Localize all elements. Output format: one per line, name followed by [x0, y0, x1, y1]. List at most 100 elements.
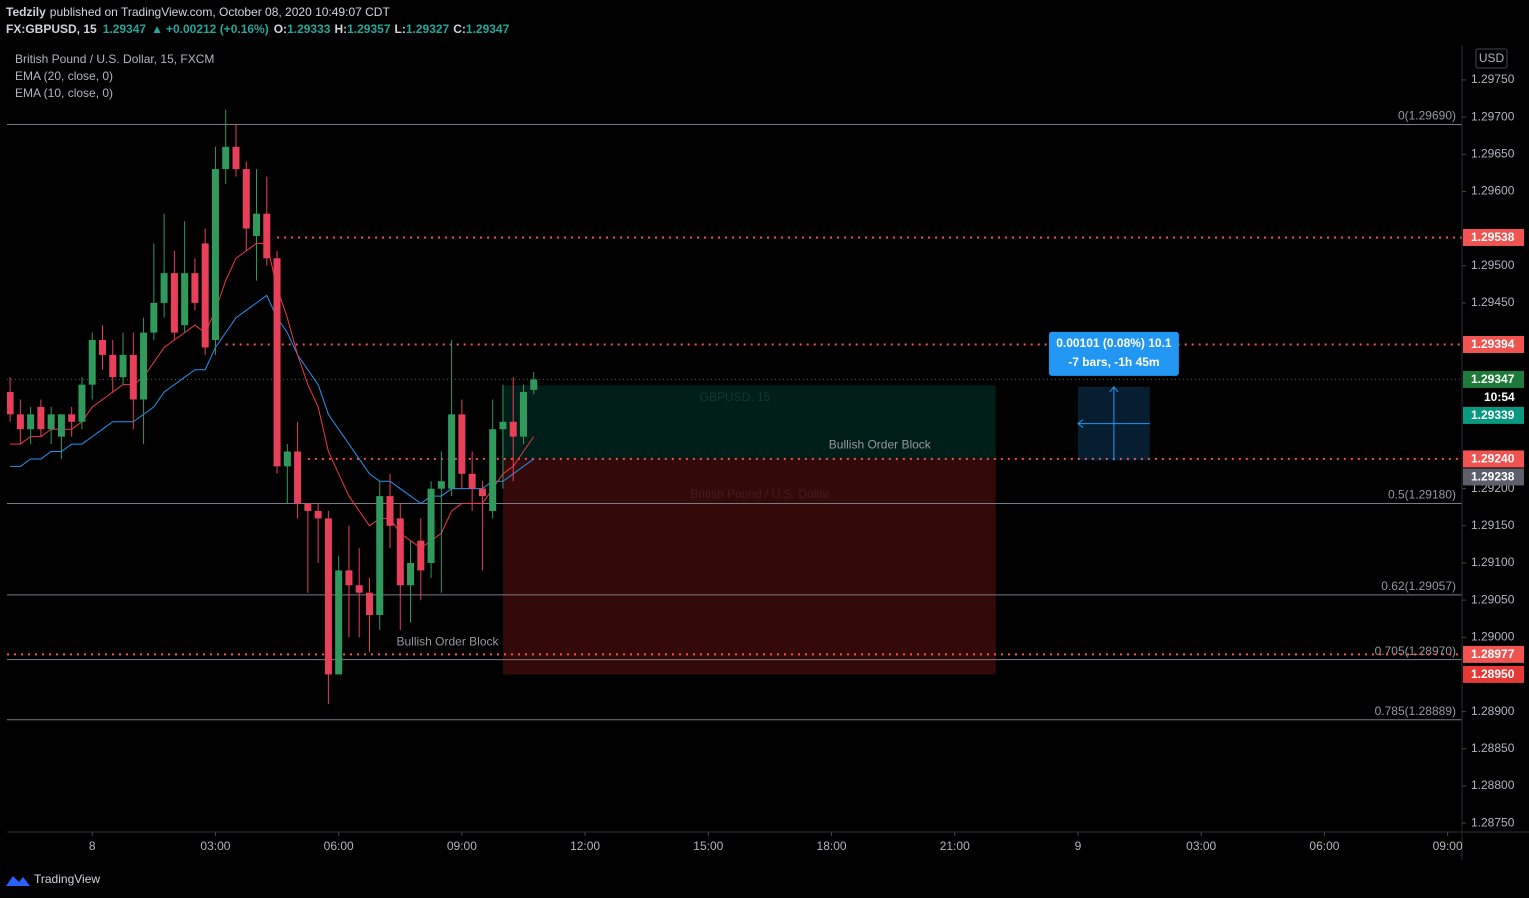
- price-tag-label: 1.29238: [1471, 470, 1515, 484]
- countdown: 10:54: [1484, 390, 1515, 404]
- y-tick-label: 1.29750: [1471, 72, 1515, 86]
- annotation: Bullish Order Block: [829, 438, 932, 452]
- y-tick-label: 1.28850: [1471, 741, 1515, 755]
- candle-body: [314, 510, 322, 519]
- fib-label: 0.5(1.29180): [1388, 488, 1456, 502]
- candle-body: [181, 273, 189, 326]
- x-tick-label: 09:00: [447, 839, 477, 853]
- price-tag-label: 1.29394: [1471, 337, 1515, 351]
- price-tag: [1463, 228, 1524, 246]
- measure-text: -7 bars, -1h 45m: [1068, 355, 1159, 369]
- candle-body: [458, 414, 466, 474]
- ohlc-value: 1.29327: [406, 22, 450, 36]
- candle-body: [88, 340, 96, 385]
- annotation: Bullish Order Block: [396, 635, 499, 649]
- candle-body: [530, 379, 538, 390]
- candle-body: [16, 414, 24, 430]
- y-tick-label: 1.28900: [1471, 704, 1515, 718]
- fib-label: 0.705(1.28970): [1375, 644, 1456, 658]
- brand-logo: [6, 876, 30, 886]
- x-tick-label: 03:00: [1186, 839, 1216, 853]
- currency-button[interactable]: [1475, 48, 1508, 69]
- candle-body: [509, 421, 517, 437]
- price-tag: [1463, 370, 1524, 388]
- candle-body: [273, 258, 281, 467]
- plot-area: GBPUSD, 15 British Pound / U.S. Dollar 0(1…: [7, 109, 1462, 721]
- y-tick-label: 1.29500: [1471, 258, 1515, 272]
- candle-body: [386, 496, 394, 526]
- y-tick-label: 1.29150: [1471, 518, 1515, 532]
- x-tick-label: 15:00: [693, 839, 723, 853]
- candle-body: [355, 585, 363, 593]
- candle-body: [109, 354, 117, 378]
- symbol-line: FX:GBPUSD, 15 1.29347 ▲ +0.00212 (+0.16%) O:…: [6, 22, 510, 36]
- candle-body: [478, 488, 486, 497]
- y-tick-label: 1.29700: [1471, 109, 1515, 123]
- candle-body: [519, 392, 527, 437]
- candle-body: [37, 406, 45, 430]
- candle-body: [98, 340, 106, 355]
- y-tick-label: 1.29100: [1471, 555, 1515, 569]
- y-tick-label: 1.29650: [1471, 146, 1515, 160]
- watermark: British Pound / U.S. Dollar: [690, 487, 829, 501]
- x-tick-label: 8: [89, 839, 96, 853]
- price-tag-label: 1.29339: [1471, 408, 1515, 422]
- candle-body: [140, 332, 148, 400]
- x-tick-label: 18:00: [817, 839, 847, 853]
- candle-body: [335, 570, 343, 675]
- candle-body: [396, 518, 404, 586]
- candle-body: [448, 414, 456, 489]
- order-block-zone: [502, 458, 996, 675]
- candle-body: [160, 273, 168, 303]
- candle-body: [150, 302, 158, 333]
- price-tag: [1463, 335, 1524, 353]
- fib-label: 0.62(1.29057): [1381, 579, 1456, 593]
- publisher: Tedzily: [6, 5, 46, 19]
- ohlc-label: H:: [334, 22, 347, 36]
- change-arrow: ▲: [151, 22, 163, 36]
- fib-label: 0.785(1.28889): [1375, 704, 1456, 718]
- y-tick-label: 1.29450: [1471, 295, 1515, 309]
- countdown-tag: [1463, 388, 1524, 406]
- symbol: FX:GBPUSD, 15: [6, 22, 97, 36]
- candle-body: [304, 503, 312, 511]
- x-tick-label: 03:00: [200, 839, 230, 853]
- x-tick-label: 06:00: [324, 839, 354, 853]
- y-tick-label: 1.29600: [1471, 184, 1515, 198]
- chart-title: British Pound / U.S. Dollar, 15, FXCM: [15, 52, 214, 66]
- candle-body: [222, 146, 230, 170]
- candle-body: [27, 414, 35, 430]
- legend-entry: EMA (10, close, 0): [15, 86, 113, 100]
- candle-body: [427, 488, 435, 563]
- candle-body: [365, 592, 373, 615]
- ohlc-value: 1.29347: [466, 22, 510, 36]
- ohlc-label: C:: [453, 22, 466, 36]
- candle-body: [407, 562, 415, 586]
- candle-body: [294, 451, 302, 504]
- candle-body: [78, 384, 86, 422]
- candle-body: [489, 429, 497, 511]
- y-tick-label: 1.28800: [1471, 778, 1515, 792]
- price-tag-label: 1.28950: [1471, 667, 1515, 681]
- ema-line: [10, 294, 535, 505]
- legend-entry: EMA (20, close, 0): [15, 69, 113, 83]
- price-tag-label: 1.29347: [1471, 372, 1515, 386]
- candle-body: [170, 273, 178, 333]
- ema-line: [10, 242, 535, 549]
- x-tick-label: 21:00: [940, 839, 970, 853]
- candle-body: [253, 213, 261, 236]
- last-price: 1.29347: [103, 22, 147, 36]
- candle-body: [345, 570, 353, 586]
- ohlc-label: O:: [274, 22, 287, 36]
- fib-label: 0(1.29690): [1398, 109, 1456, 123]
- price-tag: [1463, 406, 1524, 424]
- y-tick-label: 1.29050: [1471, 592, 1515, 606]
- brand: TradingView: [34, 872, 100, 886]
- x-tick-label: 06:00: [1309, 839, 1339, 853]
- x-tick-label: 09:00: [1433, 839, 1463, 853]
- candle-body: [468, 473, 476, 489]
- published: published on TradingView.com, October 08…: [50, 5, 391, 19]
- candle-body: [263, 213, 271, 259]
- candle-body: [499, 421, 507, 430]
